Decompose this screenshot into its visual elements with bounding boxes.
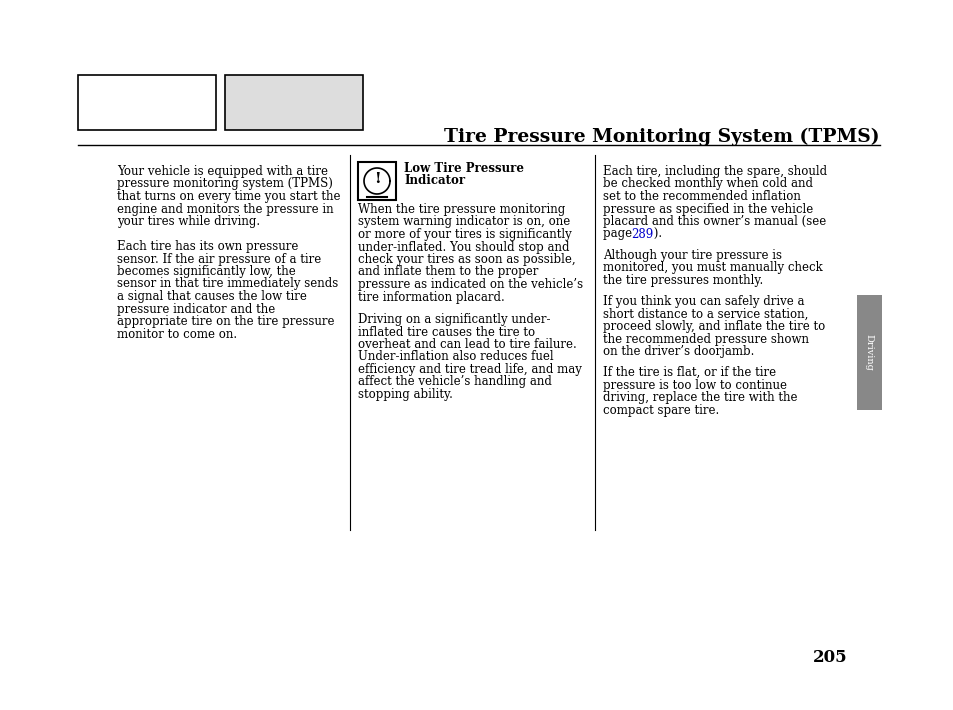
Text: the recommended pressure shown: the recommended pressure shown [602, 332, 808, 346]
Text: page: page [602, 227, 636, 241]
Text: engine and monitors the pressure in: engine and monitors the pressure in [117, 202, 334, 216]
Bar [78, 75, 215, 130]
Text: under-inflated. You should stop and: under-inflated. You should stop and [357, 241, 569, 253]
Text: pressure indicator and the: pressure indicator and the [117, 302, 275, 315]
Text: ).: ). [649, 227, 661, 241]
Text: or more of your tires is significantly: or more of your tires is significantly [357, 228, 571, 241]
Bar [225, 75, 363, 130]
Text: Driving: Driving [863, 334, 873, 371]
Text: sensor in that tire immediately sends: sensor in that tire immediately sends [117, 278, 338, 290]
Text: Although your tire pressure is: Although your tire pressure is [602, 248, 781, 262]
Text: !: ! [374, 172, 380, 186]
Text: sensor. If the air pressure of a tire: sensor. If the air pressure of a tire [117, 253, 321, 266]
Text: proceed slowly, and inflate the tire to: proceed slowly, and inflate the tire to [602, 320, 824, 333]
Text: system warning indicator is on, one: system warning indicator is on, one [357, 216, 570, 229]
Text: inflated tire causes the tire to: inflated tire causes the tire to [357, 325, 535, 339]
Text: check your tires as soon as possible,: check your tires as soon as possible, [357, 253, 575, 266]
Text: affect the vehicle’s handling and: affect the vehicle’s handling and [357, 376, 551, 388]
Text: pressure as specified in the vehicle: pressure as specified in the vehicle [602, 202, 812, 216]
Text: appropriate tire on the tire pressure: appropriate tire on the tire pressure [117, 315, 335, 328]
Text: If you think you can safely drive a: If you think you can safely drive a [602, 295, 803, 308]
Text: driving, replace the tire with the: driving, replace the tire with the [602, 391, 797, 404]
Text: 205: 205 [812, 650, 846, 667]
Text: compact spare tire.: compact spare tire. [602, 404, 719, 417]
Text: monitored, you must manually check: monitored, you must manually check [602, 261, 821, 274]
Text: Each tire, including the spare, should: Each tire, including the spare, should [602, 165, 826, 178]
Text: If the tire is flat, or if the tire: If the tire is flat, or if the tire [602, 366, 776, 379]
Text: Each tire has its own pressure: Each tire has its own pressure [117, 240, 298, 253]
Text: Tire Pressure Monitoring System (TPMS): Tire Pressure Monitoring System (TPMS) [444, 128, 879, 146]
Text: your tires while driving.: your tires while driving. [117, 215, 260, 228]
Text: on the driver’s doorjamb.: on the driver’s doorjamb. [602, 345, 754, 358]
Text: set to the recommended inflation: set to the recommended inflation [602, 190, 800, 203]
Text: the tire pressures monthly.: the tire pressures monthly. [602, 274, 762, 287]
Text: overheat and can lead to tire failure.: overheat and can lead to tire failure. [357, 338, 577, 351]
Text: that turns on every time you start the: that turns on every time you start the [117, 190, 340, 203]
Text: pressure as indicated on the vehicle’s: pressure as indicated on the vehicle’s [357, 278, 582, 291]
Text: When the tire pressure monitoring: When the tire pressure monitoring [357, 203, 565, 216]
Text: stopping ability.: stopping ability. [357, 388, 453, 401]
Text: placard and this owner’s manual (see: placard and this owner’s manual (see [602, 215, 825, 228]
Text: Your vehicle is equipped with a tire: Your vehicle is equipped with a tire [117, 165, 328, 178]
Text: tire information placard.: tire information placard. [357, 290, 504, 303]
Text: Indicator: Indicator [403, 175, 465, 187]
Text: Low Tire Pressure: Low Tire Pressure [403, 162, 523, 175]
Bar [856, 295, 882, 410]
Text: becomes significantly low, the: becomes significantly low, the [117, 265, 295, 278]
Text: efficiency and tire tread life, and may: efficiency and tire tread life, and may [357, 363, 581, 376]
Text: 289: 289 [630, 227, 653, 241]
Text: Under-inflation also reduces fuel: Under-inflation also reduces fuel [357, 351, 553, 364]
Bar [357, 162, 395, 200]
Text: be checked monthly when cold and: be checked monthly when cold and [602, 178, 812, 190]
Text: pressure is too low to continue: pressure is too low to continue [602, 378, 786, 392]
Text: monitor to come on.: monitor to come on. [117, 327, 237, 341]
Text: a signal that causes the low tire: a signal that causes the low tire [117, 290, 307, 303]
Text: short distance to a service station,: short distance to a service station, [602, 307, 807, 320]
Text: and inflate them to the proper: and inflate them to the proper [357, 266, 537, 278]
Text: pressure monitoring system (TPMS): pressure monitoring system (TPMS) [117, 178, 333, 190]
Text: Driving on a significantly under-: Driving on a significantly under- [357, 313, 550, 326]
